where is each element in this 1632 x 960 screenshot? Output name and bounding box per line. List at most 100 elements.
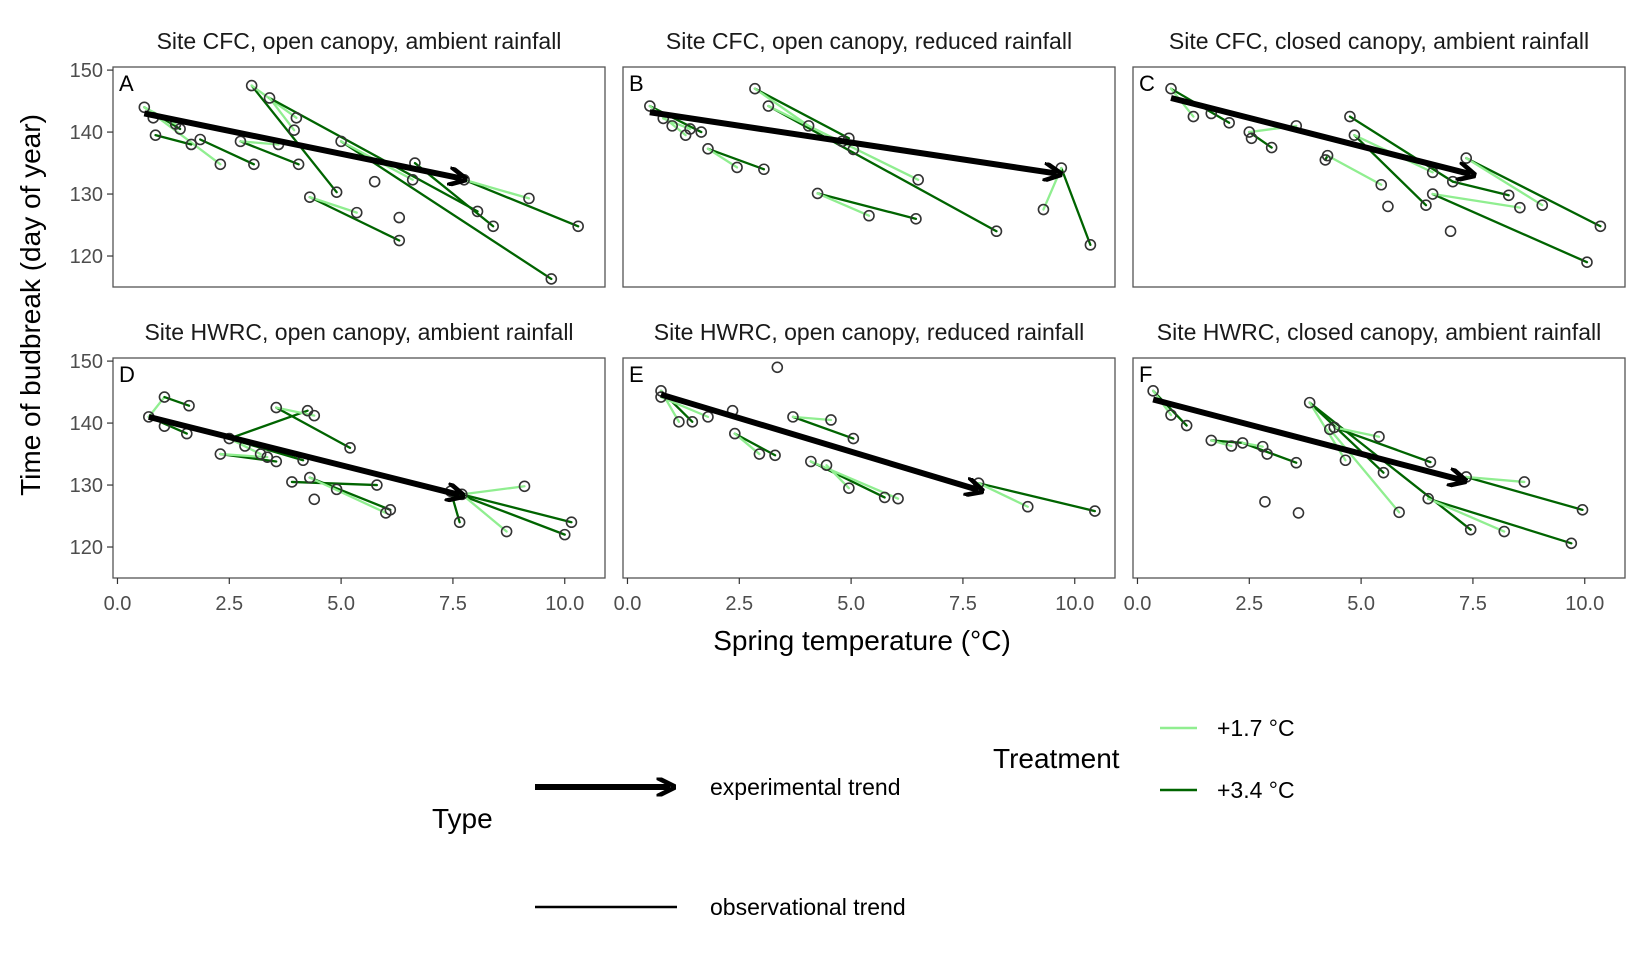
- facet-panels: Site CFC, open canopy, ambient rainfall A…: [70, 28, 1626, 615]
- trend-line-a-7: [250, 84, 338, 194]
- data-point-d-29: [565, 516, 578, 529]
- data-point-a-13: [288, 124, 300, 137]
- trend-line-e-5: [791, 415, 855, 440]
- data-point-a-22: [393, 234, 406, 247]
- trend-line-b-3: [706, 147, 766, 171]
- trend-line-b-6: [753, 87, 810, 128]
- data-point-b-19: [990, 225, 1003, 238]
- trend-line-f-5: [1241, 441, 1264, 448]
- legend-observational-label: observational trend: [710, 894, 906, 920]
- trend-line-d-16: [460, 485, 526, 496]
- data-point-e-16: [878, 491, 891, 504]
- data-point-b-20: [1037, 203, 1050, 216]
- x-tick-label-e-1: 2.5: [725, 593, 753, 615]
- trend-line-c-2: [1248, 130, 1273, 149]
- trend-line-a-17: [462, 178, 531, 200]
- trend-line-a-6: [239, 140, 280, 146]
- trend-line-d-14: [449, 490, 566, 536]
- trend-line-d-4: [219, 452, 269, 459]
- data-point-d-15: [303, 471, 316, 484]
- data-point-a-5: [185, 138, 198, 151]
- data-point-a-26: [471, 205, 484, 218]
- trend-line-b-5: [753, 87, 851, 140]
- data-point-c-1: [1187, 110, 1200, 123]
- data-point-f-14: [1339, 454, 1352, 467]
- legend-dark-label: +3.4 °C: [1217, 777, 1295, 803]
- experimental-arrow-e: [660, 391, 979, 490]
- y-tick-label-d-1: 130: [70, 475, 103, 497]
- x-tick-label-d-4: 10.0: [545, 593, 584, 615]
- trend-line-c-11: [1465, 156, 1602, 228]
- x-axis-title: Spring temperature (°C): [713, 625, 1011, 656]
- x-tick-label-f-3: 7.5: [1459, 593, 1487, 615]
- trend-line-f-6: [1308, 401, 1385, 474]
- panel-frame-b: [622, 66, 1116, 288]
- data-point-b-6: [702, 143, 714, 155]
- y-tick-label-d-3: 150: [70, 351, 103, 373]
- y-tick-label-a-0: 120: [70, 246, 103, 268]
- trend-line-c-5: [1326, 154, 1383, 186]
- legend-treatment-item-light: +1.7 °C: [1160, 715, 1295, 741]
- data-point-d-4: [183, 399, 195, 412]
- data-point-a-20: [368, 175, 381, 188]
- data-point-b-12: [811, 187, 824, 200]
- legend-type-item-experimental: experimental trend: [535, 774, 901, 800]
- panel-label-f: F: [1139, 362, 1152, 387]
- trend-line-d-1: [147, 395, 166, 419]
- data-point-a-10: [245, 79, 258, 92]
- data-point-f-25: [1576, 504, 1589, 516]
- data-point-e-4: [702, 411, 714, 423]
- data-point-e-20: [1089, 505, 1101, 517]
- data-point-f-10: [1292, 507, 1305, 519]
- trend-line-a-5: [239, 140, 300, 166]
- experimental-arrow-f: [1152, 396, 1462, 481]
- y-tick-label-a-1: 130: [70, 184, 103, 206]
- data-point-e-8: [769, 449, 781, 462]
- data-point-a-23: [406, 173, 419, 186]
- data-point-c-13: [1382, 200, 1394, 213]
- data-point-c-14: [1420, 199, 1432, 211]
- trend-line-c-13: [1451, 180, 1510, 197]
- y-tick-label-a-2: 140: [70, 122, 103, 144]
- data-point-d-22: [384, 504, 397, 516]
- trend-line-e-2: [659, 395, 710, 419]
- legend-treatment-title: Treatment: [993, 743, 1120, 774]
- trend-line-f-4: [1241, 441, 1298, 464]
- trend-line-f-11: [1328, 428, 1401, 514]
- panel-frame-e: [622, 357, 1116, 579]
- data-point-e-9: [771, 361, 784, 374]
- trend-line-f-10: [1333, 426, 1381, 438]
- data-point-d-24: [453, 516, 466, 529]
- y-tick-label-a-3: 150: [70, 60, 103, 82]
- x-tick-label-e-0: 0.0: [614, 593, 642, 615]
- trend-line-d-17: [460, 493, 508, 533]
- data-point-d-27: [518, 480, 531, 493]
- data-point-c-10: [1344, 110, 1356, 123]
- data-point-b-11: [802, 120, 815, 132]
- data-point-a-11: [263, 92, 276, 104]
- data-point-a-8: [234, 135, 247, 148]
- y-tick-label-d-0: 120: [70, 537, 103, 559]
- data-point-e-12: [820, 459, 833, 472]
- trend-line-d-8: [275, 406, 352, 450]
- legend-treatment: Treatment +1.7 °C +3.4 °C: [993, 715, 1295, 803]
- data-point-b-16: [863, 209, 875, 222]
- panel-label-c: C: [1139, 71, 1155, 96]
- data-point-f-13: [1328, 421, 1341, 434]
- data-point-e-11: [805, 455, 817, 468]
- panel-frame-d: [112, 357, 606, 579]
- data-point-c-20: [1502, 189, 1515, 202]
- data-point-c-21: [1514, 201, 1526, 214]
- data-point-b-8: [758, 163, 770, 176]
- data-point-e-3: [686, 416, 699, 428]
- data-point-c-9: [1321, 149, 1334, 162]
- data-point-d-18: [330, 483, 343, 496]
- data-point-f-4: [1225, 440, 1238, 452]
- legend-light-label: +1.7 °C: [1217, 715, 1295, 741]
- data-point-f-18: [1422, 492, 1434, 505]
- data-point-a-28: [523, 192, 535, 205]
- data-point-c-22: [1536, 199, 1549, 211]
- data-point-e-10: [787, 411, 799, 423]
- trend-line-b-11: [1060, 166, 1092, 247]
- x-tick-label-e-2: 5.0: [837, 593, 865, 615]
